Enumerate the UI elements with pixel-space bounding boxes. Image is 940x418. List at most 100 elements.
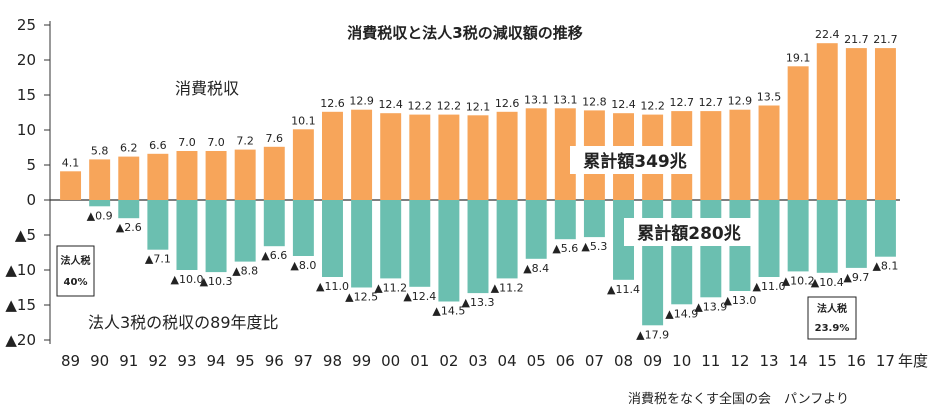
bar-consumption: [816, 43, 838, 201]
box-89-line1: 法人税: [61, 254, 91, 267]
source-note: 消費税をなくす全国の会 パンフより: [628, 391, 849, 407]
data-label-consumption: 12.4: [378, 98, 403, 111]
x-tick-label: 98: [323, 352, 342, 370]
bar-corporate: [322, 200, 343, 277]
bar-corporate: [758, 200, 780, 277]
x-tick-label: 03: [468, 352, 487, 370]
x-axis-unit: 年度: [898, 352, 928, 370]
bar-consumption: [60, 171, 82, 200]
y-tick-label: 10: [17, 121, 36, 139]
y-tick-label: ▲20: [5, 331, 36, 349]
data-label-corporate: ▲5.3: [581, 240, 607, 253]
data-label-consumption: 7.6: [266, 132, 284, 145]
data-label-corporate: ▲13.9: [694, 300, 727, 313]
data-label-corporate: ▲8.8: [232, 265, 258, 278]
bar-corporate: [845, 200, 867, 268]
x-tick-label: 02: [439, 352, 458, 370]
data-label-corporate: ▲10.3: [200, 275, 233, 288]
bar-consumption: [438, 114, 460, 200]
x-tick-label: 89: [61, 352, 80, 370]
data-label-consumption: 12.1: [466, 100, 491, 113]
data-label-corporate: ▲2.6: [116, 221, 142, 234]
data-label-corporate: ▲14.5: [432, 305, 465, 318]
bar-consumption: [176, 151, 198, 200]
bar-consumption: [758, 105, 780, 200]
bar-corporate: [671, 200, 693, 305]
data-label-consumption: 19.1: [786, 51, 811, 64]
axis-layer: 25 20 15 10 5 0 ▲5 ▲10 ▲15 ▲20: [5, 16, 900, 349]
bar-corporate: [292, 200, 314, 256]
bar-consumption: [700, 111, 722, 200]
box-89: [56, 245, 95, 297]
y-tick-label: 0: [26, 191, 36, 209]
data-label-consumption: 22.4: [815, 28, 840, 41]
data-label-corporate: ▲12.4: [403, 290, 436, 303]
data-label-consumption: 13.5: [757, 91, 782, 104]
bar-consumption: [554, 108, 576, 200]
data-label-corporate: ▲17.9: [636, 328, 669, 341]
bar-corporate: [351, 200, 373, 288]
x-tick-label: 92: [148, 352, 167, 370]
bar-corporate: [554, 200, 576, 240]
bar-consumption: [496, 111, 518, 200]
x-tick-label: 93: [177, 352, 196, 370]
y-tick-label: 5: [26, 156, 36, 174]
box-89-line2: 40%: [64, 277, 88, 288]
bar-corporate: [176, 200, 198, 270]
data-label-corporate: ▲12.5: [345, 291, 378, 304]
bar-consumption: [874, 48, 896, 200]
y-tick-label: 15: [17, 86, 36, 104]
data-label-consumption: 12.2: [437, 100, 462, 113]
data-label-consumption: 12.8: [582, 95, 607, 108]
bar-consumption: [263, 146, 285, 200]
data-label-corporate: ▲9.7: [843, 271, 869, 284]
data-label-corporate: ▲11.0: [753, 280, 786, 293]
bar-corporate: [525, 200, 547, 259]
bar-consumption: [845, 48, 867, 200]
bar-corporate: [263, 200, 285, 247]
data-label-corporate: ▲11.2: [491, 281, 524, 294]
data-label-corporate: ▲10.2: [782, 274, 815, 287]
bar-corporate: [438, 200, 460, 302]
x-tick-label: 12: [730, 352, 749, 370]
bar-consumption: [729, 109, 751, 200]
x-tick-label: 11: [701, 352, 720, 370]
data-label-corporate: ▲11.4: [607, 283, 640, 296]
data-label-consumption: 5.8: [91, 144, 109, 157]
bar-consumption: [322, 111, 343, 200]
data-label-consumption: 12.7: [699, 96, 724, 109]
bar-corporate: [409, 200, 431, 287]
data-label-consumption: 7.0: [178, 136, 196, 149]
x-tick-label: 01: [410, 352, 429, 370]
x-tick-label: 99: [352, 352, 371, 370]
data-label-consumption: 6.6: [149, 139, 167, 152]
x-tick-label: 14: [789, 352, 808, 370]
data-label-consumption: 12.6: [495, 97, 520, 110]
data-label-consumption: 4.1: [62, 156, 80, 169]
x-tick-label: 97: [294, 352, 313, 370]
x-tick-label: 08: [614, 352, 633, 370]
bar-corporate: [700, 200, 722, 298]
bar-corporate: [147, 200, 169, 250]
series-label-corporate: 法人3税の税収の89年度比: [88, 313, 279, 332]
box-15-line2: 23.9%: [815, 323, 850, 334]
data-label-corporate: ▲13.0: [723, 294, 756, 307]
bar-layer: [60, 43, 896, 326]
bar-corporate: [496, 200, 518, 279]
bar-consumption: [118, 156, 140, 200]
y-tick-label: ▲10: [5, 261, 36, 279]
data-label-corporate: ▲6.6: [261, 249, 287, 262]
bar-corporate: [787, 200, 809, 272]
label-layer: 4.1 89 5.8 ▲0.9 90 6.2 ▲2.6 91 6.6 ▲7.1 92 7.0 ▲10.0…: [61, 28, 898, 370]
data-label-consumption: 12.6: [320, 97, 345, 110]
data-label-consumption: 6.2: [120, 142, 138, 155]
y-tick-label: 20: [17, 51, 36, 69]
data-label-corporate: ▲14.9: [665, 307, 698, 320]
x-tick-label: 10: [672, 352, 691, 370]
series-label-consumption: 消費税収: [175, 79, 239, 98]
data-label-corporate: ▲11.0: [316, 280, 349, 293]
bar-consumption: [467, 115, 489, 200]
box-15-line1: 法人税: [817, 302, 847, 315]
total-corporate-label: 累計額280兆: [637, 223, 741, 244]
data-label-corporate: ▲11.2: [374, 281, 407, 294]
